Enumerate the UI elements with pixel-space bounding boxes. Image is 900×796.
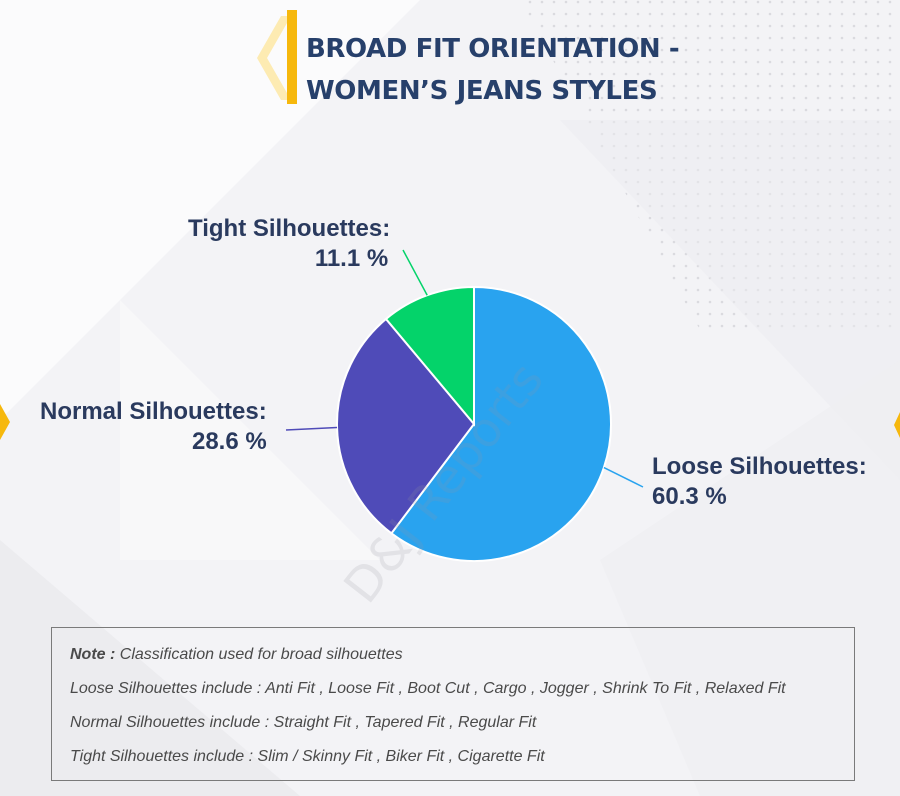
label-tight-name: Tight Silhouettes:	[188, 215, 391, 242]
leader-line-normal	[285, 426, 338, 431]
right-chevron-decoration	[894, 412, 900, 438]
left-chevron-decoration	[0, 404, 10, 440]
note-key: Loose Silhouettes include :	[70, 680, 262, 697]
label-normal-name: Normal Silhouettes:	[40, 398, 267, 425]
note-text: Classification used for broad silhouette…	[115, 646, 403, 663]
page-title: BROAD FIT ORIENTATION - WOMEN’S JEANS ST…	[306, 28, 680, 112]
note-line-normal: Normal Silhouettes include : Straight Fi…	[70, 712, 854, 746]
note-line: Note : Classification used for broad sil…	[70, 644, 854, 678]
label-tight: Tight Silhouettes: 11.1 %	[188, 214, 390, 274]
note-key: Tight Silhouettes include :	[70, 748, 254, 765]
title-line-2: WOMEN’S JEANS STYLES	[306, 76, 658, 106]
note-line-loose: Loose Silhouettes include : Anti Fit , L…	[70, 678, 854, 712]
label-normal: Normal Silhouettes: 28.6 %	[40, 397, 267, 457]
title-bracket-icon	[257, 10, 297, 104]
leader-line-tight	[402, 249, 428, 296]
note-box: Note : Classification used for broad sil…	[51, 627, 855, 781]
note-key: Note :	[70, 646, 116, 663]
leader-line-loose	[603, 466, 644, 488]
label-loose: Loose Silhouettes: 60.3 %	[652, 452, 867, 512]
label-loose-name: Loose Silhouettes:	[652, 453, 867, 480]
pie-chart	[285, 249, 644, 562]
note-key: Normal Silhouettes include :	[70, 714, 270, 731]
header: BROAD FIT ORIENTATION - WOMEN’S JEANS ST…	[253, 10, 680, 106]
title-line-1: BROAD FIT ORIENTATION -	[306, 34, 680, 64]
label-normal-value: 28.6 %	[191, 428, 267, 455]
label-loose-value: 60.3 %	[652, 483, 727, 510]
label-tight-value: 11.1 %	[314, 245, 389, 272]
note-line-tight: Tight Silhouettes include : Slim / Skinn…	[70, 746, 854, 780]
note-text: Anti Fit , Loose Fit , Boot Cut , Cargo …	[261, 680, 786, 697]
note-text: Straight Fit , Tapered Fit , Regular Fit	[269, 714, 537, 731]
note-text: Slim / Skinny Fit , Biker Fit , Cigarett…	[253, 748, 545, 765]
